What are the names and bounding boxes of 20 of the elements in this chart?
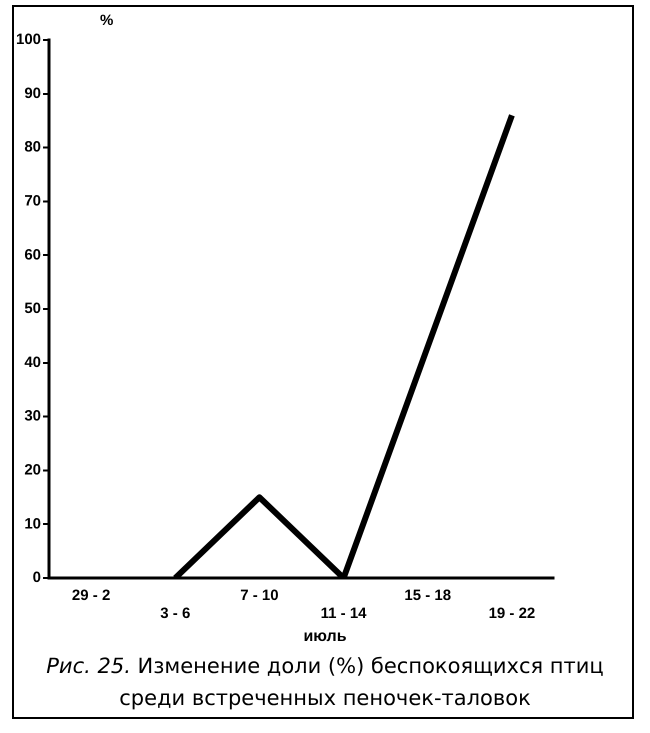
y-tick-label: 20 <box>24 462 42 479</box>
x-tick-label: 15 - 18 <box>404 587 452 604</box>
text: Рис. 25. <box>46 654 132 678</box>
y-tick-label: 50 <box>24 300 42 318</box>
y-tick-label: 40 <box>24 354 42 371</box>
x-tick-label: 3 - 6 <box>160 605 190 622</box>
y-tick-label: 30 <box>24 408 42 425</box>
y-tick-label: 0 <box>32 569 42 586</box>
y-tick-label: 80 <box>24 138 42 156</box>
y-tick-label: 90 <box>24 84 42 102</box>
y-tick-label: 60 <box>24 246 42 264</box>
x-tick-label: 29 - 2 <box>72 587 110 604</box>
y-axis-title: % <box>100 12 114 29</box>
y-tick-label: 70 <box>24 192 42 210</box>
x-tick-label: 11 - 14 <box>320 605 368 622</box>
x-tick-label: 19 - 22 <box>488 605 536 622</box>
y-tick-label: 10 <box>24 515 42 532</box>
x-tick-label: 7 - 10 <box>240 587 279 604</box>
y-tick-label: 100 <box>16 31 42 48</box>
x-axis-title: июль <box>302 628 348 646</box>
